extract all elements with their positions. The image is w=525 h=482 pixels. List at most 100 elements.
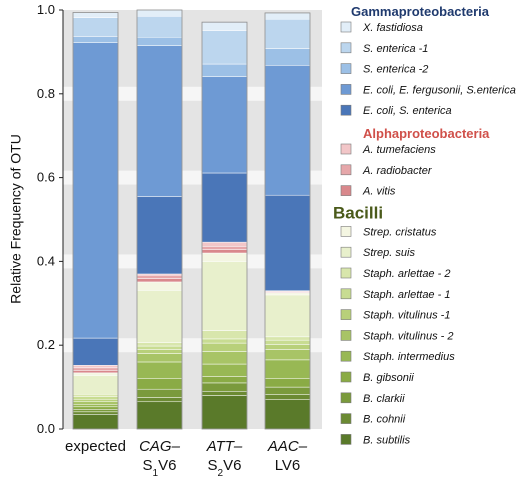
bar-segment: [136, 281, 183, 291]
x-tick-sublabel-tail: V6: [158, 457, 176, 474]
legend-group-title: Gammaproteobacteria: [351, 4, 490, 19]
x-tick-sublabel-main: S: [143, 457, 153, 474]
y-tick-label: 0.4: [37, 253, 55, 268]
bar-segment: [136, 361, 183, 379]
bar-segment: [136, 342, 183, 347]
legend-label: X. fastidiosa: [362, 22, 423, 34]
legend-label: B. clarkii: [363, 393, 405, 405]
bar-outline: [72, 12, 119, 430]
legend-swatch: [340, 104, 352, 116]
bar-segment: [136, 45, 183, 197]
bar-segment: [264, 65, 311, 196]
legend-label: A. vitis: [362, 186, 396, 198]
x-tick-label: expected: [65, 438, 126, 455]
bar-segment: [72, 12, 119, 18]
legend-label: Staph. vitulinus -1: [363, 310, 450, 322]
legend-label: Staph. vitulinus - 2: [363, 330, 454, 342]
bar-segment: [72, 42, 119, 339]
legend-label: S. enterica -2: [363, 64, 428, 76]
bar-outline: [201, 21, 248, 430]
legend-swatch: [340, 288, 352, 300]
bar-segment: [72, 36, 119, 43]
legend-label: E. coli, E. fergusonii, S.enterica: [363, 84, 516, 96]
background-stripe: [63, 254, 322, 269]
x-tick-sublabel: LV6: [275, 457, 301, 474]
bar-segment: [136, 9, 183, 17]
legend-swatch: [340, 21, 352, 33]
bar-segment: [72, 365, 119, 369]
bar-segment: [264, 386, 311, 395]
bar-segment: [136, 345, 183, 350]
legend-group-title: Bacilli: [333, 203, 383, 222]
bar-stack-2: [201, 21, 248, 430]
x-tick-label: CAG–: [139, 438, 181, 455]
bar-segment: [264, 294, 311, 338]
bar-segment: [264, 378, 311, 388]
bar-segment: [72, 372, 119, 376]
legend-swatch: [340, 226, 352, 237]
legend-label: E. coli, S. enterica: [363, 105, 452, 117]
bar-segment: [264, 194, 311, 291]
y-axis: 0.0 0.2 0.4 0.6 0.8 1.0: [37, 2, 64, 436]
bar-segment: [136, 278, 183, 283]
legend-label: Staph. arlettae - 1: [363, 289, 450, 301]
bar-segment: [264, 339, 311, 345]
bar-segment: [136, 353, 183, 363]
bar-segment: [201, 63, 248, 77]
bar-stack-3: [264, 12, 311, 430]
x-tick-sublabel-subscript: 2: [218, 468, 224, 479]
bar-segment: [72, 401, 119, 405]
legend-swatch: [340, 392, 352, 404]
legend-label: B. cohnii: [363, 414, 406, 426]
bar-segment: [72, 396, 119, 400]
legend-label: Staph. intermedius: [363, 351, 455, 363]
x-tick-sublabel: S2V6: [208, 457, 242, 479]
bar-segment: [72, 404, 119, 408]
bar-segment: [201, 395, 248, 430]
bar-segment: [72, 406, 119, 410]
legend-swatch: [340, 143, 352, 155]
background-stripe: [63, 170, 322, 185]
bar-segment: [72, 17, 119, 37]
legend-label: B. subtilis: [363, 434, 411, 446]
bar-segment: [201, 261, 248, 331]
bar-segment: [72, 414, 119, 430]
legend-swatch: [340, 63, 352, 74]
x-tick-sublabel-tail: V6: [223, 457, 241, 474]
bar-segment: [136, 274, 183, 279]
bar-segment: [264, 12, 311, 20]
background-stripe: [63, 338, 322, 353]
legend-label: S. enterica -1: [363, 43, 428, 55]
bar-segment: [136, 388, 183, 398]
bar-segment: [201, 391, 248, 396]
bar-segment: [264, 48, 311, 66]
bar-segment: [136, 196, 183, 275]
legend-swatch: [340, 413, 352, 424]
legend-group-title: Alphaproteobacteria: [363, 126, 490, 141]
bar-stack-0: [72, 12, 119, 430]
background-stripe: [63, 86, 322, 101]
bar-segment: [72, 367, 119, 371]
y-tick-label: 0.0: [37, 421, 55, 436]
bar-segment: [264, 336, 311, 341]
bar-segment: [136, 16, 183, 38]
bar-segment: [201, 342, 248, 352]
bar-segment: [264, 359, 311, 379]
bar-segment: [136, 378, 183, 390]
legend-label: Strep. cristatus: [363, 226, 437, 238]
legend-label: A. radiobacter: [362, 165, 433, 177]
bar-segment: [201, 249, 248, 254]
legend-label: B. gibsonii: [363, 372, 414, 384]
bar-segment: [201, 363, 248, 377]
bar-segment: [201, 382, 248, 392]
bar-segment: [72, 409, 119, 413]
bar-segment: [72, 393, 119, 397]
bar-segment: [201, 241, 248, 247]
bar-segment: [201, 21, 248, 31]
bar-stacks: [72, 9, 311, 430]
legend-swatch: [340, 434, 352, 445]
bar-segment: [201, 351, 248, 365]
bar-segment: [201, 30, 248, 65]
legend-swatch: [340, 350, 352, 362]
